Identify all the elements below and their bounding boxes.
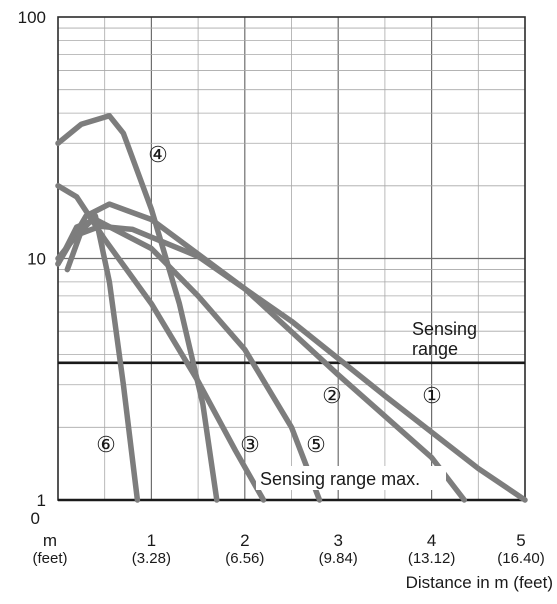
y-tick-label: 10 [27,250,46,269]
x-tick-label: 3 [333,531,342,550]
x-tick-sub-label: (9.84) [319,550,358,567]
series-label: ② [322,383,342,408]
x-tick-label: 5 [516,531,525,550]
sensing-range-max-label: Sensing range max. [260,469,420,489]
y-tick-label: 1 [37,491,46,510]
series-line-4 [55,113,220,503]
series-line-3 [55,183,267,503]
series-label: ⑤ [306,432,326,457]
x-tick-sub-label: (13.12) [408,550,456,567]
sensing-range-label: Sensing [412,319,477,339]
x-unit-sub-label: (feet) [32,550,67,567]
x-axis-title: Distance in m (feet) [406,573,553,592]
x-tick-label: 1 [147,531,156,550]
text-labels: 1101000m(feet)1(3.28)2(6.56)3(9.84)4(13.… [18,8,553,592]
x-tick-label: 2 [240,531,249,550]
x-tick-label: 4 [427,531,436,550]
series-lines [55,113,528,503]
series-line-6 [64,213,141,503]
series-label: ③ [240,432,260,457]
label-backdrop [256,466,446,490]
series-label: ④ [148,142,168,167]
sensing-range-label: range [412,339,458,359]
series-label: ① [422,383,442,408]
x-tick-sub-label: (16.40) [497,550,545,567]
series-line-5 [55,216,323,503]
x-tick-sub-label: (6.56) [225,550,264,567]
y-tick-label: 100 [18,8,46,27]
series-label: ⑥ [96,432,116,457]
x-unit-label: m [43,531,57,550]
x-tick-sub-label: (3.28) [132,550,171,567]
axis-origin-label: 0 [31,509,40,528]
